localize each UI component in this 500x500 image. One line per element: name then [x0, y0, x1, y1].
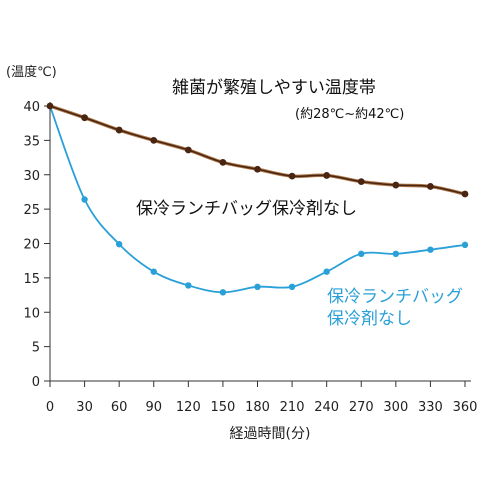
blue-series-point [115, 240, 123, 248]
y-tick-label: 20 [23, 238, 40, 253]
brown-series-point [219, 158, 227, 166]
y-tick-label: 5 [32, 341, 40, 356]
series-layer [46, 102, 469, 296]
x-tick-label: 60 [111, 400, 128, 415]
y-tick-label: 40 [23, 100, 40, 115]
x-tick-label: 180 [245, 400, 270, 415]
blue-series-point [254, 283, 261, 291]
brown-series-point [461, 190, 469, 198]
blue-series-label-line2: 保冷剤なし [327, 309, 412, 329]
x-tick-label: 30 [76, 400, 93, 415]
blue-series-point [358, 250, 365, 258]
blue-series-label-line1: 保冷ランチバッグ [327, 287, 463, 307]
brown-series-point [115, 126, 123, 134]
y-tick-label: 0 [32, 375, 40, 390]
blue-series-point [150, 268, 157, 275]
x-tick-label: 210 [280, 400, 305, 415]
brown-series-point [254, 165, 261, 173]
brown-series-label: 保冷ランチバッグ保冷剤なし [136, 199, 357, 219]
y-tick-label: 25 [23, 203, 40, 218]
brown-series-point [288, 172, 296, 180]
axes: 0 5 10 15 20 25 30 35 40 0 30 60 90 120 150 180 210 240 27… [23, 100, 477, 415]
brown-series-point [357, 178, 365, 186]
blue-series-point [323, 268, 330, 275]
x-tick-label: 360 [453, 400, 478, 415]
danger-zone-label: 雑菌が繁殖しやすい温度帯 [172, 78, 376, 98]
start-point [46, 102, 54, 110]
brown-series-point [184, 146, 192, 154]
blue-series-point [219, 289, 227, 296]
blue-series-point [288, 283, 296, 291]
y-axis-label: (温度℃) [6, 64, 57, 80]
brown-series-point [150, 136, 158, 144]
x-tick-label: 90 [145, 400, 162, 415]
y-tick-label: 15 [23, 272, 40, 287]
brown-series-point [323, 172, 331, 179]
brown-series-point [392, 181, 400, 189]
y-tick-label: 30 [23, 169, 40, 184]
x-tick-label: 330 [418, 400, 443, 415]
x-tick-label: 240 [314, 400, 339, 415]
blue-series-point [427, 246, 434, 253]
blue-series-point [81, 196, 88, 203]
y-tick-label: 35 [23, 134, 40, 149]
blue-series-point [461, 241, 469, 249]
x-tick-label: 0 [46, 400, 54, 415]
x-axis-label: 経過時間(分) [230, 426, 311, 442]
x-tick-label: 150 [211, 400, 236, 415]
x-tick-label: 300 [383, 400, 408, 415]
danger-range-label: (約28℃~約42℃) [295, 107, 404, 122]
x-tick-label: 270 [349, 400, 374, 415]
blue-series-point [392, 250, 400, 258]
x-tick-label: 120 [176, 400, 201, 415]
y-tick-label: 10 [23, 306, 40, 321]
blue-series-point [185, 282, 192, 289]
brown-series-point [81, 114, 88, 122]
brown-series-point [427, 183, 434, 190]
